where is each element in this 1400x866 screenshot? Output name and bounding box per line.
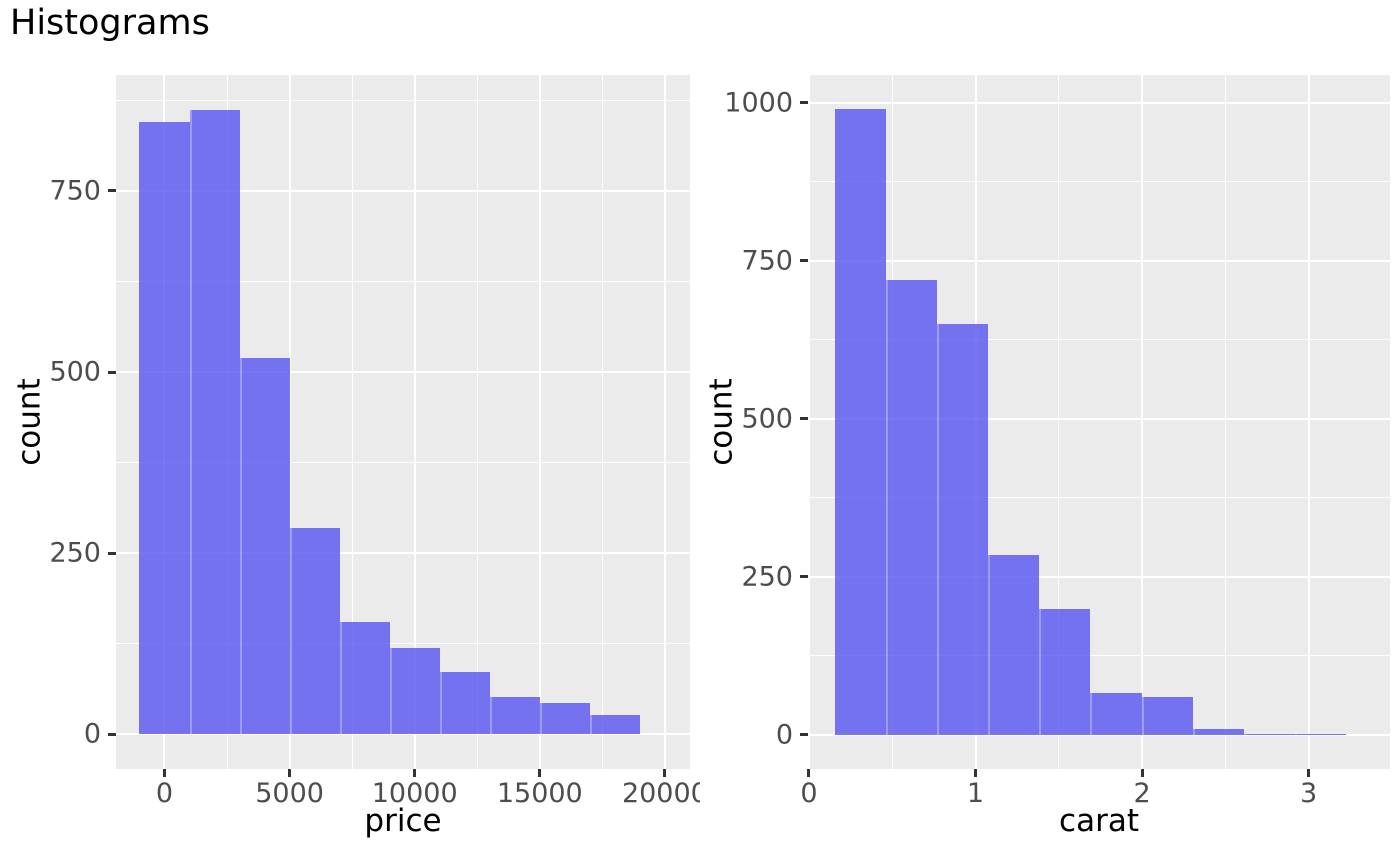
minor-gridline-vertical (476, 75, 478, 769)
y-axis-title-count-right: count (703, 378, 740, 466)
major-gridline-vertical (1307, 75, 1310, 769)
minor-gridline-horizontal (116, 643, 690, 645)
major-gridline-horizontal (808, 733, 1390, 736)
minor-gridline-horizontal (116, 99, 690, 101)
y-axis-tick-label: 250 (49, 537, 101, 569)
major-gridline-vertical (1141, 75, 1144, 769)
x-axis-tick (974, 769, 978, 777)
histogram-bar (189, 109, 240, 735)
y-axis-tick (800, 259, 808, 263)
major-gridline-horizontal (808, 575, 1390, 578)
minor-gridline-horizontal (808, 181, 1390, 183)
histogram-bar (389, 647, 440, 735)
y-axis-tick (108, 732, 116, 736)
histogram-bar (439, 671, 490, 735)
x-axis-tick (162, 769, 166, 777)
x-axis-tick (1307, 769, 1311, 777)
x-axis-tick (288, 769, 292, 777)
x-axis-tick (663, 769, 667, 777)
minor-gridline-vertical (351, 75, 353, 769)
x-axis-tick-label: 10000 (371, 778, 458, 809)
y-axis-tick (108, 370, 116, 374)
y-axis-tick-label: 1000 (724, 87, 793, 119)
histogram-bar (239, 358, 290, 734)
y-axis-tick (800, 733, 808, 737)
histogram-bar (139, 122, 190, 735)
y-axis-title-count-left: count (11, 378, 48, 466)
x-axis-tick (413, 769, 417, 777)
major-gridline-horizontal (808, 259, 1390, 262)
x-axis-tick-label: 0 (155, 778, 174, 809)
x-axis-tick-label: 15000 (496, 778, 583, 809)
y-axis-tick-label: 750 (741, 245, 793, 277)
x-axis-tick-label: 0 (800, 778, 818, 809)
y-axis-tick-label: 0 (775, 719, 793, 751)
y-axis-tick-label: 0 (83, 718, 101, 750)
x-axis-tick-label: 3 (1299, 778, 1318, 809)
price-histogram: price count 0 5000 10000 15000 20000 0 250 500 7… (11, 75, 700, 839)
y-axis-tick (108, 551, 116, 555)
major-gridline-horizontal (116, 189, 690, 192)
y-axis-tick-label: 750 (49, 175, 101, 207)
histogram-bar (1141, 697, 1193, 735)
minor-gridline-vertical (601, 75, 603, 769)
histogram-bar (1090, 693, 1142, 735)
histogram-bar (937, 324, 989, 735)
x-axis-tick (538, 769, 542, 777)
x-axis-title-price: price (364, 803, 442, 839)
major-gridline-vertical (288, 75, 291, 769)
minor-gridline-vertical (1058, 75, 1060, 769)
x-axis-tick-label: 5000 (255, 778, 324, 809)
x-axis-tick (1140, 769, 1144, 777)
minor-gridline-horizontal (808, 497, 1390, 499)
major-gridline-vertical (807, 75, 810, 769)
y-axis-tick (800, 575, 808, 579)
y-axis-tick-label: 250 (741, 561, 793, 593)
minor-gridline-vertical (1224, 75, 1226, 769)
x-axis-tick-label: 2 (1133, 778, 1151, 809)
histogram-bar (489, 697, 540, 735)
histogram-bar (1039, 608, 1091, 735)
y-axis-tick (800, 101, 808, 105)
y-axis-tick (800, 417, 808, 421)
y-axis-tick-label: 500 (49, 356, 101, 388)
minor-gridline-horizontal (116, 462, 690, 463)
major-gridline-horizontal (116, 371, 690, 373)
x-axis-title-carat: carat (1059, 803, 1139, 839)
histogram-bar (339, 621, 390, 735)
histogram-bar (885, 279, 938, 735)
minor-gridline-horizontal (808, 655, 1390, 657)
histogram-bar (1294, 733, 1347, 735)
major-gridline-horizontal (808, 101, 1390, 104)
plot-title: Histograms (10, 3, 210, 43)
histogram-bar (988, 554, 1040, 735)
minor-gridline-horizontal (808, 339, 1390, 341)
histogram-bar (539, 702, 590, 735)
histogram-bar (1243, 733, 1295, 735)
x-axis-tick (807, 769, 811, 777)
x-axis-tick-label: 1 (966, 778, 985, 809)
major-gridline-horizontal (116, 733, 690, 736)
histogram-bar (834, 109, 886, 735)
major-gridline-vertical (538, 75, 541, 769)
minor-gridline-horizontal (116, 280, 690, 282)
major-gridline-vertical (413, 75, 416, 769)
histogram-bar (1192, 728, 1244, 735)
histogram-bar (589, 715, 640, 735)
major-gridline-horizontal (116, 552, 690, 555)
histogram-bar (289, 527, 340, 735)
major-gridline-horizontal (808, 417, 1390, 420)
x-axis-tick-label: 20000 (621, 778, 700, 809)
y-axis-tick-label: 500 (741, 403, 793, 435)
y-axis-tick (108, 189, 116, 193)
major-gridline-vertical (663, 75, 666, 769)
carat-histogram: carat count 0 1 2 3 0 250 500 750 1000 (700, 0, 1400, 866)
